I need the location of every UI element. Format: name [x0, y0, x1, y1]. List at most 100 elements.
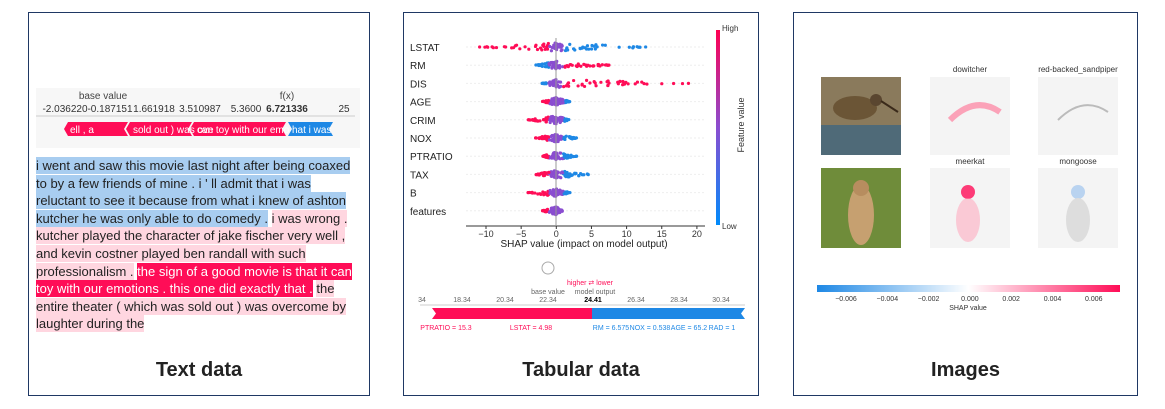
dot — [559, 208, 564, 212]
image-label: mongoose — [1059, 157, 1097, 166]
dot — [644, 45, 648, 49]
tick-label: -0.187151 — [87, 104, 132, 115]
tick-label: -2.036220 — [42, 104, 87, 115]
dot — [537, 63, 541, 68]
feature-label: DIS — [410, 79, 427, 90]
bar-segment: sold out ) was ove — [133, 125, 214, 136]
dot — [631, 45, 636, 49]
dot — [645, 82, 649, 86]
x-tick-label: 5 — [589, 229, 594, 239]
dot — [561, 98, 565, 102]
x-tick-label: 15 — [657, 229, 667, 239]
image-label: red-backed_sandpiper — [1038, 65, 1118, 74]
force-label: RM = 6.575 — [593, 325, 629, 332]
dot — [549, 134, 553, 139]
dot — [600, 43, 605, 47]
dot — [548, 120, 552, 125]
feature-label: LSTAT — [410, 43, 440, 54]
dot — [533, 191, 537, 195]
dot — [491, 46, 495, 50]
tabular-panel: Tabular data — [403, 12, 759, 396]
colorbar-tick: 0.004 — [1044, 296, 1062, 303]
caption: Tabular data — [522, 359, 640, 381]
dot — [549, 49, 554, 53]
dot — [527, 47, 531, 51]
dot — [605, 80, 609, 84]
dot — [563, 135, 567, 139]
feature-label: B — [410, 189, 417, 200]
dot — [574, 64, 578, 68]
passage: i went and saw this movie last night aft… — [36, 157, 351, 227]
dot — [545, 116, 549, 120]
dot — [530, 117, 535, 122]
x-label: SHAP value (impact on model output) — [500, 239, 667, 250]
dot — [555, 103, 560, 107]
dot — [587, 47, 591, 51]
colorbar-tick: 0.006 — [1085, 296, 1103, 303]
dot — [550, 206, 554, 210]
dot — [550, 156, 554, 160]
text-panel: i went and saw this movie last night aft… — [28, 12, 370, 396]
dot — [568, 154, 572, 158]
dot — [680, 81, 685, 86]
dot — [603, 43, 607, 47]
dot — [589, 47, 594, 51]
dot — [558, 101, 562, 106]
dot — [548, 118, 552, 122]
dot — [550, 60, 555, 65]
force-base: base value — [531, 289, 565, 296]
colorbar-tick: 0.000 — [961, 296, 979, 303]
dot — [546, 41, 550, 46]
dot — [538, 119, 542, 123]
dot — [595, 45, 599, 49]
force-tick: 26.34 — [627, 297, 645, 304]
force-label: RAD = 1 — [709, 325, 736, 332]
dot — [530, 191, 535, 195]
dot — [556, 207, 560, 211]
dot — [559, 137, 563, 141]
dot — [556, 99, 560, 104]
dot — [541, 43, 545, 47]
dot — [558, 151, 562, 155]
dot — [590, 43, 594, 48]
dot — [600, 63, 604, 67]
x-tick-label: −5 — [516, 229, 526, 239]
dot — [616, 82, 620, 86]
colorbar-high: High — [722, 24, 738, 33]
dot — [562, 192, 566, 196]
dot — [537, 136, 541, 141]
bar-segment: can toy with our emo — [197, 125, 290, 136]
dot — [562, 155, 566, 159]
dot — [568, 172, 572, 176]
image-label: dowitcher — [953, 65, 988, 74]
dot — [503, 45, 508, 49]
caption: Text data — [155, 359, 243, 381]
dot — [559, 48, 563, 53]
force-tick: 30.34 — [712, 297, 730, 304]
tick-label: 6.721336 — [266, 104, 308, 115]
dot — [538, 192, 542, 196]
dot — [542, 173, 547, 178]
dot — [660, 82, 664, 86]
dot — [642, 82, 646, 86]
dot — [582, 84, 587, 89]
dot — [518, 47, 522, 51]
force-tick: 22.34 — [539, 297, 557, 304]
dot — [545, 45, 549, 49]
dot — [545, 192, 549, 197]
colorbar-tick: −0.004 — [876, 296, 898, 303]
dot — [586, 63, 590, 67]
feature-label: NOX — [410, 134, 432, 145]
base-label: base value — [79, 91, 128, 102]
dot — [535, 119, 539, 123]
dot — [542, 82, 546, 86]
dot — [550, 102, 554, 106]
dot — [539, 63, 543, 67]
dot — [574, 154, 579, 158]
dot — [593, 81, 597, 85]
dot — [622, 82, 626, 86]
dot — [566, 65, 570, 69]
colorbar-tick: −0.006 — [835, 296, 857, 303]
dot — [671, 81, 676, 86]
